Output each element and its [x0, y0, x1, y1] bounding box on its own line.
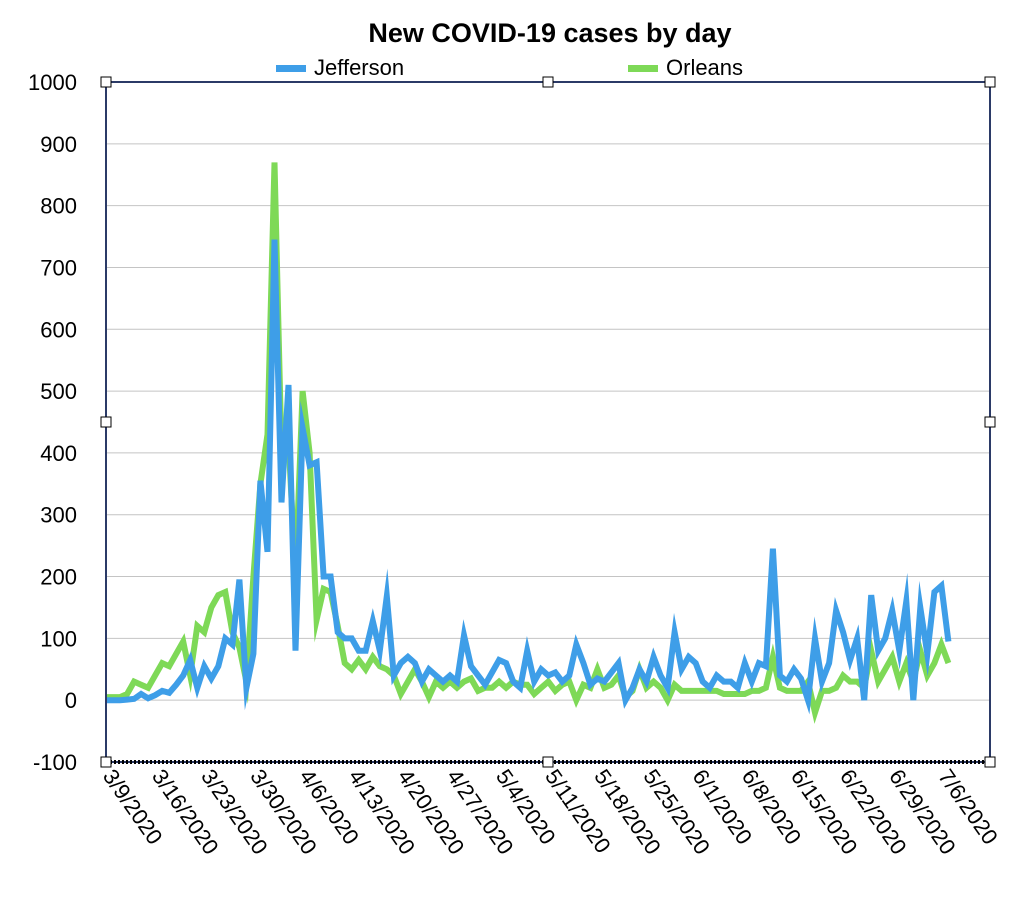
chart-title: New COVID-19 cases by day: [368, 18, 732, 48]
y-tick-label: 0: [65, 688, 77, 713]
legend-item-orleans: Orleans: [628, 55, 743, 81]
y-tick-label: 800: [40, 194, 77, 219]
series-line-jefferson: [106, 239, 952, 715]
selection-handle: [542, 76, 554, 88]
selection-handle: [984, 76, 996, 88]
selection-handle: [100, 416, 112, 428]
y-tick-label: 600: [40, 317, 77, 342]
y-tick-label: -100: [33, 750, 77, 775]
legend-label-jefferson: Jefferson: [314, 55, 405, 80]
selection-handle: [984, 756, 996, 768]
selection-handle: [542, 756, 554, 768]
y-tick-label: 900: [40, 132, 77, 157]
y-tick-label: 700: [40, 255, 77, 280]
y-tick-label: 500: [40, 379, 77, 404]
y-tick-label: 200: [40, 565, 77, 590]
y-tick-label: 1000: [28, 70, 77, 95]
selection-handle: [984, 416, 996, 428]
legend-swatch-jefferson: [276, 64, 306, 72]
y-tick-label: 300: [40, 503, 77, 528]
y-tick-label: 400: [40, 441, 77, 466]
legend-item-jefferson: Jefferson: [276, 55, 404, 81]
y-tick-label: 100: [40, 626, 77, 651]
legend-swatch-orleans: [628, 64, 658, 72]
legend-label-orleans: Orleans: [666, 55, 744, 80]
selection-handle: [100, 756, 112, 768]
selection-handle: [100, 76, 112, 88]
